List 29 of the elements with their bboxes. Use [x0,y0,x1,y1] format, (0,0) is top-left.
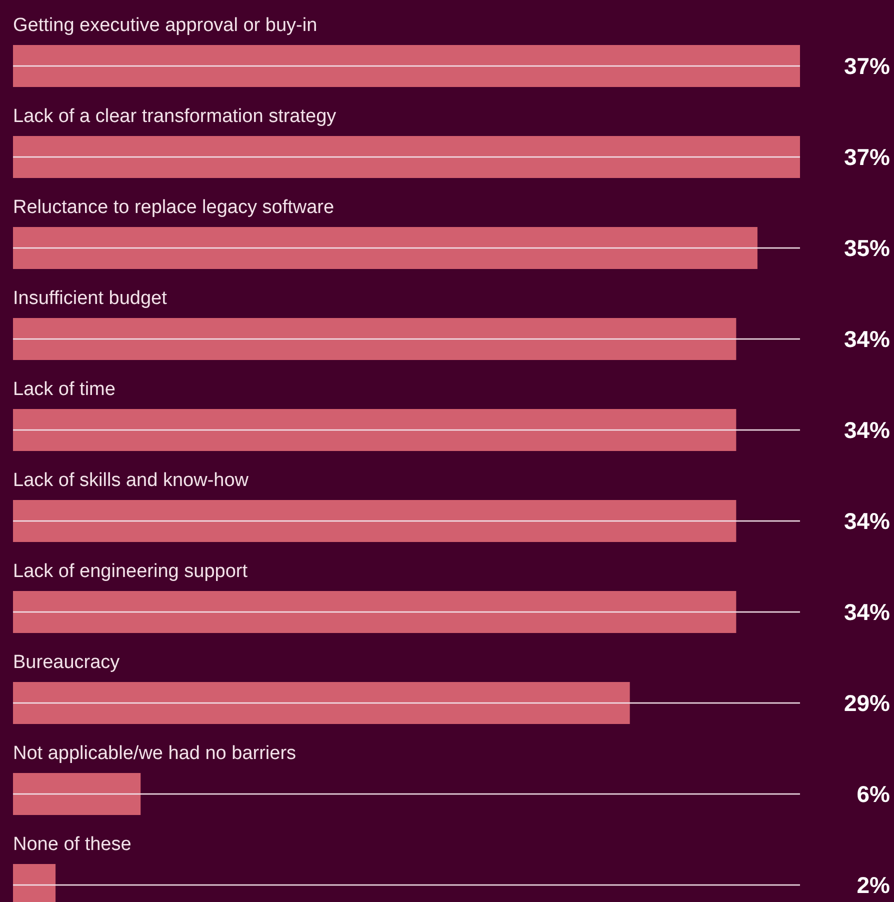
y-tick-label: Reluctance to replace legacy software [13,197,334,218]
data-label: 6% [856,781,890,807]
data-label: 34% [844,326,890,352]
y-tick-label: Getting executive approval or buy-in [13,15,318,36]
y-tick-label: Bureaucracy [13,652,120,673]
bar [13,682,630,724]
data-label: 29% [844,690,890,716]
bar [13,227,758,269]
data-label: 37% [844,53,890,79]
y-tick-label: Lack of time [13,379,116,400]
data-label: 2% [856,872,890,898]
y-tick-label: Lack of engineering support [13,561,248,582]
y-tick-label: Lack of skills and know-how [13,470,249,491]
bar [13,318,736,360]
y-tick-label: None of these [13,834,132,855]
bar [13,773,141,815]
bar [13,591,736,633]
y-tick-label: Not applicable/we had no barriers [13,743,296,764]
bar [13,500,736,542]
data-label: 34% [844,599,890,625]
bar [13,409,736,451]
bar [13,136,800,178]
y-tick-label: Lack of a clear transformation strategy [13,106,337,127]
data-label: 34% [844,508,890,534]
data-label: 37% [844,144,890,170]
bar [13,45,800,87]
data-label: 34% [844,417,890,443]
data-label: 35% [844,235,890,261]
y-tick-label: Insufficient budget [13,288,168,309]
